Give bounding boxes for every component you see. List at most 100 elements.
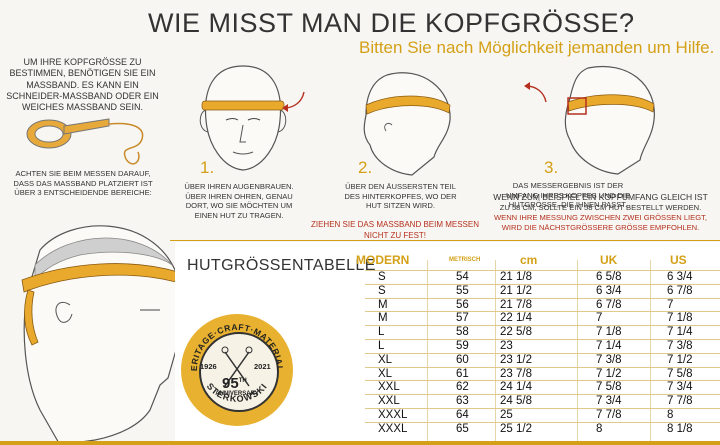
- header-metric: METRISCH: [449, 257, 481, 263]
- intro-text: UM IHRE KOPFGRÖSSE ZU BESTIMMEN, BENÖTIG…: [6, 57, 159, 113]
- seal-anniversary-number: 95TH: [222, 375, 247, 392]
- size-table-title: HUTGRÖSSENTABELLE: [187, 257, 376, 274]
- header-us: US: [670, 253, 687, 267]
- cell-metric: 59: [456, 340, 469, 352]
- cell-metric: 55: [456, 284, 469, 297]
- table-row: XL 60 23 1/2 7 3/8 7 1/2: [360, 354, 720, 368]
- seal-anniversary-word: ANNIVERSARY: [215, 391, 259, 397]
- step-1-text: ÜBER IHREN AUGENBRAUEN. ÜBER IHREN OHREN…: [184, 182, 294, 220]
- cell-cm: 24 1/4: [500, 381, 532, 394]
- step-3-number: 3.: [544, 158, 559, 177]
- seal-number-suffix: TH: [238, 378, 247, 384]
- cell-cm: 21 7/8: [500, 298, 532, 311]
- row-divider: [365, 270, 720, 271]
- seal-year-left: 1926: [200, 362, 217, 371]
- cell-us: 7 5/8: [667, 367, 693, 380]
- example-line-3: WENN IHRE MESSUNG ZWISCHEN ZWEI GRÖSSEN …: [493, 213, 708, 232]
- cell-metric: 64: [456, 409, 469, 421]
- cell-us: 7 1/8: [667, 312, 693, 325]
- cell-uk: 6 3/4: [596, 284, 622, 297]
- cell-uk: 7 1/4: [596, 340, 622, 352]
- cell-metric: 62: [456, 381, 469, 394]
- cell-modern: L: [378, 326, 385, 339]
- cell-cm: 21 1/8: [500, 271, 532, 283]
- cell-cm: 23: [500, 340, 513, 352]
- cell-metric: 58: [456, 326, 469, 339]
- row-divider: [365, 339, 720, 340]
- cell-us: 8 1/8: [667, 422, 693, 435]
- row-divider: [365, 380, 720, 382]
- column-divider: [427, 260, 428, 445]
- cell-cm: 25 1/2: [500, 422, 532, 435]
- cell-us: 7 1/2: [667, 353, 693, 366]
- cell-us: 8: [667, 409, 674, 421]
- cell-uk: 6 5/8: [596, 271, 622, 283]
- seal-number: 95: [222, 375, 239, 392]
- step-3-text: DAS MESSERGEBNIS IST DER UMFANG IHRES KO…: [505, 181, 631, 209]
- table-row: S 55 21 1/2 6 3/4 6 7/8: [360, 285, 720, 299]
- cell-cm: 22 1/4: [500, 312, 532, 325]
- arrow-icon: [282, 91, 305, 112]
- warning-text: ZIEHEN SIE DAS MASSBAND BEIM MESSEN NICH…: [310, 220, 480, 240]
- cell-modern: XXL: [378, 395, 400, 408]
- cell-uk: 7 3/8: [596, 353, 622, 366]
- table-row: XXL 62 24 1/4 7 5/8 7 3/4: [360, 381, 720, 395]
- example-line-2: ZU 58 cm, SOLLTE EIN 58 cm HUT BESTELLT …: [499, 203, 702, 212]
- cell-modern: S: [378, 271, 386, 283]
- column-divider: [495, 260, 496, 445]
- cell-modern: XXXL: [378, 422, 408, 435]
- cell-us: 7 7/8: [667, 395, 693, 408]
- cell-uk: 7 1/8: [596, 326, 622, 339]
- row-divider: [365, 394, 720, 396]
- cell-modern: L: [378, 340, 385, 352]
- head-side-illustration: [363, 72, 451, 176]
- table-row: XXL 63 24 5/8 7 3/4 7 7/8: [360, 395, 720, 409]
- table-row: S 54 21 1/8 6 5/8 6 3/4: [360, 271, 720, 285]
- arrow-icon: [524, 82, 547, 103]
- cell-cm: 21 1/2: [500, 284, 532, 297]
- header-uk: UK: [600, 253, 618, 267]
- cell-metric: 56: [456, 298, 469, 311]
- table-row: XXXL 65 25 1/2 8 8 1/8: [360, 423, 720, 437]
- cell-modern: S: [378, 284, 386, 297]
- cell-metric: 54: [456, 271, 469, 283]
- row-divider: [365, 311, 720, 313]
- table-row: M 57 22 1/4 7 7 1/8: [360, 312, 720, 326]
- row-divider: [365, 297, 720, 299]
- cell-cm: 23 1/2: [500, 353, 532, 366]
- cell-us: 6 3/4: [667, 271, 693, 283]
- table-row: XXXL 64 25 7 7/8 8: [360, 409, 720, 423]
- cell-uk: 6 7/8: [596, 298, 622, 311]
- row-divider: [365, 421, 720, 423]
- column-divider: [650, 260, 651, 445]
- head-front-illustration: [199, 65, 287, 171]
- cell-metric: 63: [456, 395, 469, 408]
- cell-metric: 57: [456, 312, 469, 325]
- cell-uk: 8: [596, 422, 603, 435]
- row-divider: [365, 352, 720, 354]
- header-cm: cm: [520, 253, 538, 267]
- table-row: L 58 22 5/8 7 1/8 7 1/4: [360, 326, 720, 340]
- column-divider: [577, 260, 578, 445]
- cell-us: 6 7/8: [667, 284, 693, 297]
- seal-year-right: 2021: [254, 362, 271, 371]
- cell-us: 7 3/8: [667, 340, 693, 352]
- cell-uk: 7 1/2: [596, 367, 622, 380]
- step-2-text: ÜBER DEN ÄUSSERSTEN TEIL DES HINTERKOPFE…: [344, 182, 457, 210]
- header-modern: MODERN: [356, 253, 410, 267]
- cell-us: 7 3/4: [667, 381, 693, 394]
- cell-metric: 65: [456, 422, 469, 435]
- cell-modern: XL: [378, 353, 393, 366]
- cell-us: 7: [667, 298, 674, 311]
- cell-cm: 25: [500, 409, 513, 421]
- cell-cm: 24 5/8: [500, 395, 532, 408]
- step-2-number: 2.: [358, 158, 373, 177]
- cell-uk: 7 3/4: [596, 395, 622, 408]
- page-title: WIE MISST MAN DIE KOPFGRÖSSE?: [148, 8, 635, 38]
- cell-cm: 22 5/8: [500, 326, 532, 339]
- bottom-border: [0, 441, 720, 445]
- example-line-1: WENN ZUM BEISPIEL EIN KOPFUMFANG GLEICH …: [493, 192, 708, 202]
- cell-uk: 7 5/8: [596, 381, 622, 394]
- cell-modern: M: [378, 312, 388, 325]
